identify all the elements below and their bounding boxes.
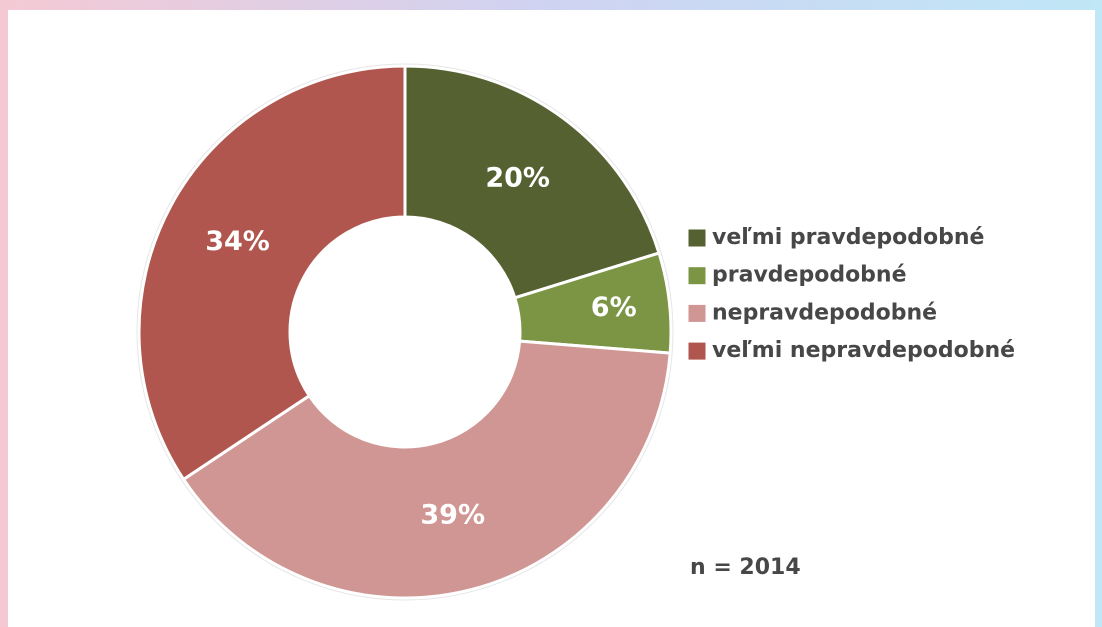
legend-swatch	[687, 228, 707, 248]
legend-swatch	[687, 266, 707, 286]
donut-slice	[181, 339, 672, 600]
data-label: 34%	[205, 226, 270, 257]
legend-label: veľmi nepravdepodobné	[712, 338, 1015, 363]
donut-outline	[136, 63, 674, 601]
data-label: 20%	[485, 162, 550, 193]
legend-label: veľmi pravdepodobné	[712, 225, 984, 250]
data-label: 6%	[591, 292, 637, 323]
legend-swatch	[687, 303, 707, 323]
donut-slice	[403, 64, 661, 300]
annotation: n = 2014	[690, 555, 801, 580]
legend-swatch	[687, 341, 707, 361]
legend-label: pravdepodobné	[712, 263, 907, 288]
donut-slice	[137, 64, 407, 482]
data-label: 39%	[420, 499, 485, 530]
legend-label: nepravdepodobné	[712, 300, 937, 325]
